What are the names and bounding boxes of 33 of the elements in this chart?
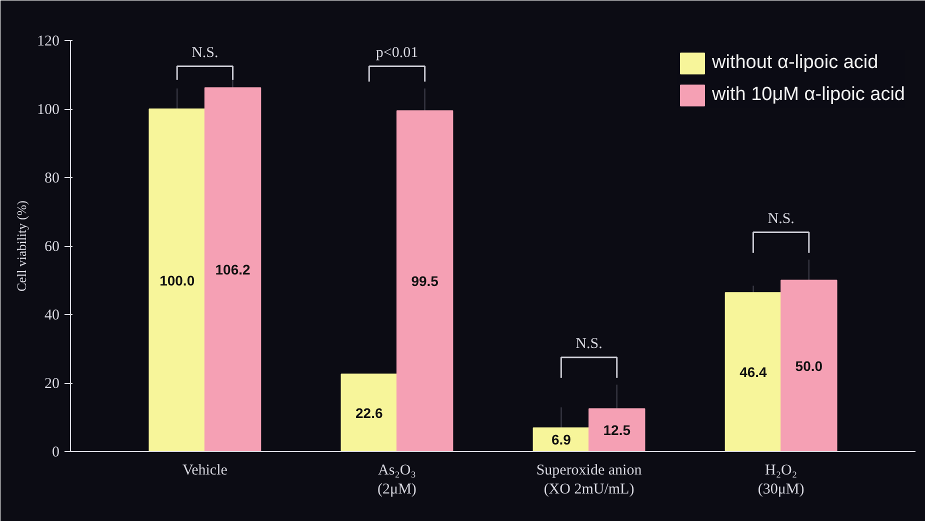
legend-label: with 10μM α-lipoic acid <box>712 84 905 106</box>
annotation: N.S. <box>576 336 602 352</box>
bar <box>148 108 206 452</box>
y-tick-label: 0 <box>52 444 60 460</box>
annotation: N.S. <box>768 211 794 228</box>
data-label: 12.5 <box>603 422 631 438</box>
data-label: 22.6 <box>356 404 383 421</box>
y-tick-label: 100 <box>37 102 60 118</box>
y-tick-label: 20 <box>44 376 60 392</box>
bar <box>340 374 398 452</box>
data-label: 46.4 <box>740 364 768 380</box>
data-label: 99.5 <box>411 273 439 290</box>
bar <box>204 87 262 452</box>
legend-label: without α-lipoic acid <box>712 52 878 74</box>
x-tick-label: As₂O₃ (2μM) <box>378 462 416 498</box>
bar <box>724 292 782 452</box>
annotation: p<0.01 <box>376 45 418 62</box>
y-tick-label: 120 <box>37 34 60 50</box>
y-tick-label: 40 <box>44 308 60 324</box>
y-axis-title: Cell viability (%) <box>14 200 29 292</box>
bar <box>780 280 838 452</box>
annotation: N.S. <box>192 45 218 62</box>
x-tick-label: Superoxide anion (XO 2mU/mL) <box>536 462 642 498</box>
bar <box>588 408 646 452</box>
bar <box>396 110 454 452</box>
data-label: 6.9 <box>551 432 572 448</box>
data-label: 100.0 <box>160 272 195 288</box>
y-tick-label: 80 <box>44 170 60 186</box>
data-label: 106.2 <box>215 262 251 278</box>
x-tick-label: Vehicle <box>182 462 228 478</box>
x-tick-label: H₂O₂ (30μM) <box>758 462 804 498</box>
y-tick-label: 60 <box>44 239 60 255</box>
data-label: 50.0 <box>795 358 823 374</box>
